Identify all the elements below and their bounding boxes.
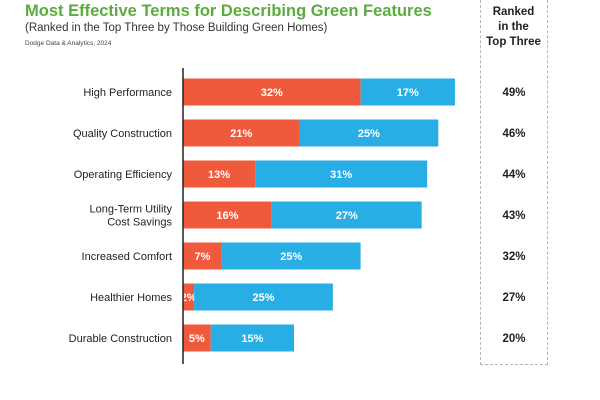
top-three-column-header: Ranked in the Top Three: [480, 5, 547, 50]
bar-value-label: 5%: [189, 333, 205, 345]
bar-segment: [271, 201, 422, 229]
category-label: Durable Construction: [69, 333, 172, 345]
top-three-total: 44%: [502, 169, 525, 181]
top-three-total: 20%: [502, 333, 525, 345]
top-three-total: 46%: [502, 128, 525, 140]
bar-value-label: 25%: [358, 128, 380, 140]
category-label: Long-Term Utility: [89, 204, 172, 216]
top-three-total: 32%: [502, 251, 525, 263]
category-label: Increased Comfort: [82, 251, 172, 263]
bar-value-label: 16%: [216, 210, 238, 222]
bar-value-label: 13%: [208, 169, 230, 181]
category-label: Quality Construction: [73, 128, 172, 140]
bar-value-label: 27%: [336, 210, 358, 222]
bar-segment: [183, 201, 272, 229]
bar-value-label: 31%: [330, 169, 352, 181]
category-label: High Performance: [83, 87, 172, 99]
chart-subtitle: (Ranked in the Top Three by Those Buildi…: [25, 22, 328, 34]
bar-segment: [221, 242, 361, 270]
bar-segment: [210, 324, 294, 352]
bar-value-label: 32%: [261, 87, 283, 99]
category-label: Cost Savings: [107, 217, 172, 229]
bar-segment: [255, 160, 428, 188]
top-three-header-line-2: in the: [498, 21, 529, 33]
bar-segment: [194, 283, 333, 311]
bar-value-label: 21%: [230, 128, 252, 140]
category-label: Operating Efficiency: [74, 169, 173, 181]
top-three-total: 27%: [502, 292, 525, 304]
chart-title: Most Effective Terms for Describing Gree…: [25, 2, 432, 20]
bar-segment: [183, 283, 195, 311]
top-three-total: 49%: [502, 87, 525, 99]
bar-segment: [360, 78, 455, 106]
bar-value-label: 15%: [241, 333, 263, 345]
bar-value-label: 25%: [280, 251, 302, 263]
top-three-header-line-3: Top Three: [486, 36, 541, 48]
bar-segment: [183, 78, 361, 106]
bar-value-label: 25%: [252, 292, 274, 304]
bar-value-label: 7%: [194, 251, 210, 263]
top-three-header-line-1: Ranked: [492, 6, 535, 18]
category-label: Healthier Homes: [90, 292, 172, 304]
top-three-column-box: [480, 0, 548, 365]
bar-segment: [183, 160, 256, 188]
top-three-total: 43%: [502, 210, 525, 222]
source-note: Dodge Data & Analytics, 2024: [25, 40, 112, 47]
bar-segment: [183, 324, 211, 352]
bar-value-label: 17%: [397, 87, 419, 99]
bar-segment: [183, 242, 222, 270]
bar-value-label: 2%: [181, 292, 197, 304]
bar-segment: [299, 119, 439, 147]
bar-segment: [183, 119, 300, 147]
